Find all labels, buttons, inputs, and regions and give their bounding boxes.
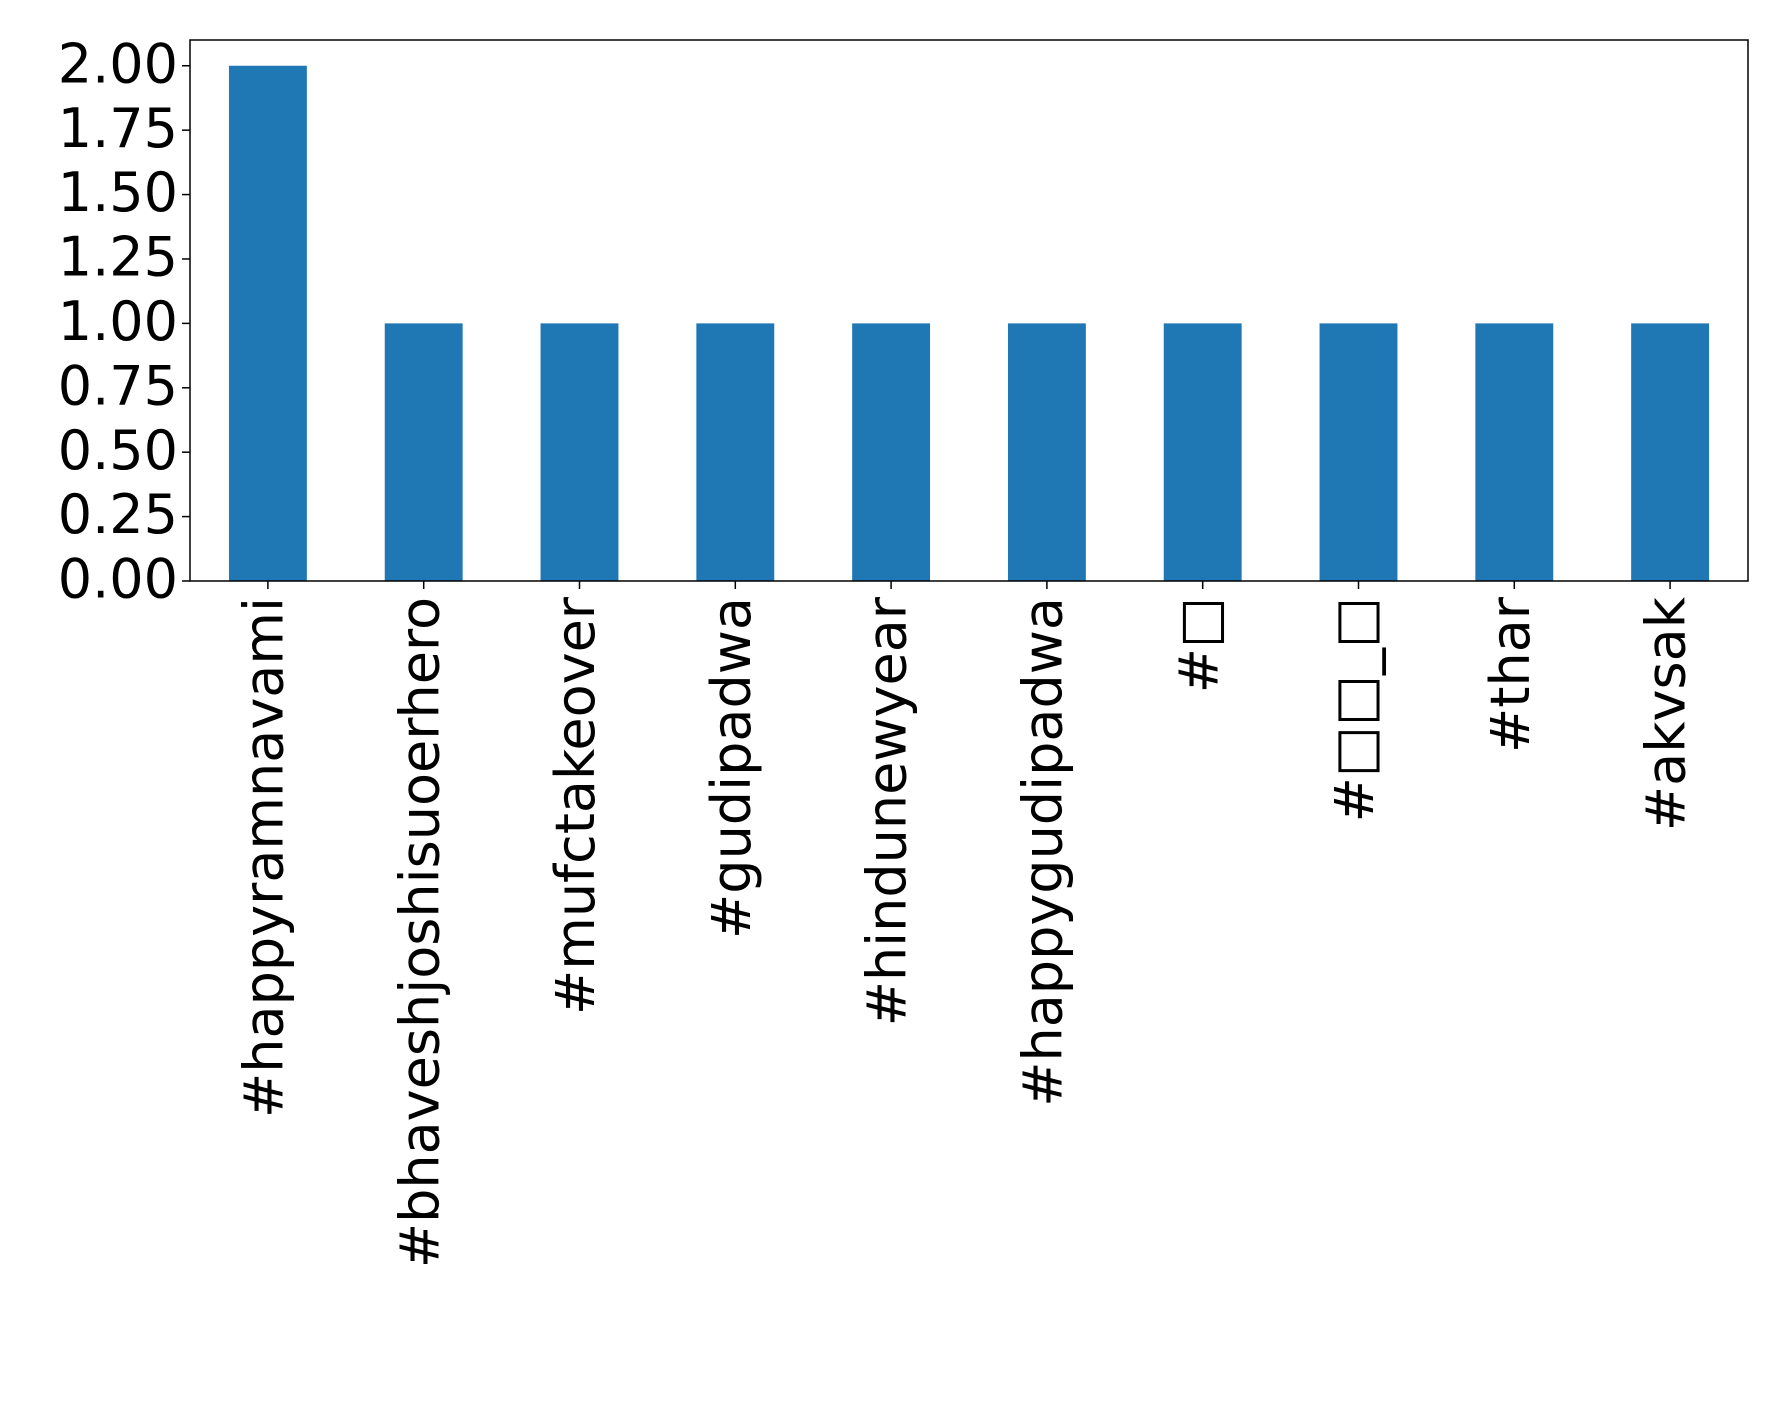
x-tick-label: #□□_□	[1323, 597, 1386, 822]
bar	[228, 65, 307, 581]
bar	[384, 323, 463, 581]
y-tick-label: 1.25	[58, 226, 178, 289]
x-tick-label: #happygudipadwa	[1012, 597, 1075, 1107]
bar	[1007, 323, 1086, 581]
bar	[1319, 323, 1398, 581]
x-tick-label: #mufctakeover	[544, 596, 607, 1015]
bar	[696, 323, 775, 581]
y-tick-label: 1.00	[58, 290, 178, 353]
x-tick-label: #bhaveshjoshisuoerhero	[388, 597, 451, 1268]
y-tick-label: 0.50	[58, 419, 178, 482]
x-tick-label: #gudipadwa	[700, 597, 763, 939]
y-tick-label: 1.75	[58, 97, 178, 160]
bar	[1631, 323, 1710, 581]
bar	[1163, 323, 1242, 581]
plot-frame	[189, 39, 1749, 582]
bar	[540, 323, 619, 581]
bar	[1475, 323, 1554, 581]
y-tick-label: 2.00	[58, 32, 178, 95]
y-tick-label: 0.25	[58, 483, 178, 546]
y-tick-label: 0.00	[58, 548, 178, 611]
x-tick-label: #akvsak	[1635, 596, 1698, 831]
x-tick-label: #hindunewyear	[856, 596, 919, 1026]
bar	[852, 323, 931, 581]
x-tick-label: #□	[1167, 597, 1230, 693]
y-tick-label: 0.75	[58, 354, 178, 417]
x-tick-label: #happyramnavami	[233, 597, 296, 1118]
y-tick-label: 1.50	[58, 161, 178, 224]
x-tick-label: #thar	[1479, 596, 1542, 753]
